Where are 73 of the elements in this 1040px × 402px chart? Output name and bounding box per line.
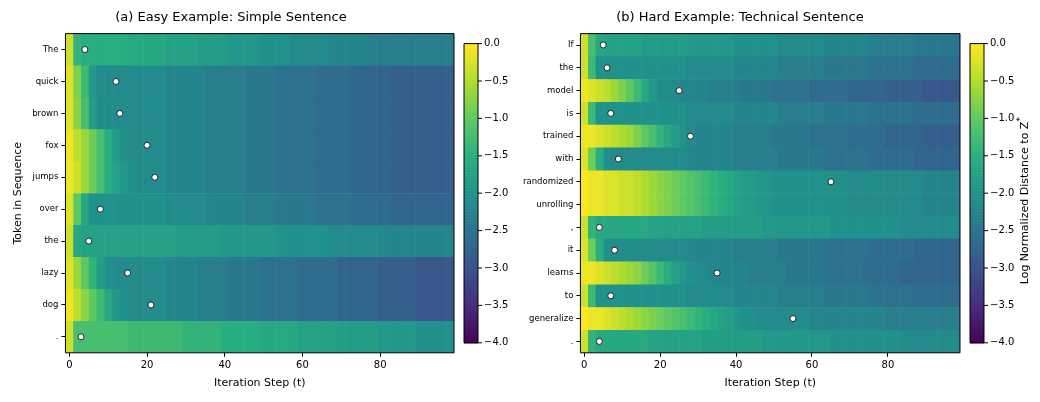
point [151,173,159,181]
y-tick-label: unrolling [536,198,574,209]
y-tick-label: brown [32,107,59,118]
x-tick-label: 20 [653,359,667,371]
y-tick-label: it [567,244,575,255]
y-tick-label: the [559,62,574,72]
color-bar-label: −2.5 [484,224,509,236]
y-tick-label: is [566,107,574,118]
y-tick-label: The [41,43,59,54]
color-bar-label: −3.0 [484,261,509,273]
y-tick-label: If [567,39,575,50]
point [607,110,615,117]
point [147,301,155,309]
y-tick-label: randomized [522,176,574,186]
y-tick-label: model [546,84,574,95]
y-tick-label: jumps [31,171,60,182]
x-tick-label: 40 [729,359,743,371]
point [124,269,132,277]
x-tick-label: 80 [881,359,895,371]
y-tick-label: lazy [41,267,59,278]
color-bar-label: −2.5 [990,224,1015,236]
x-tick-label: 20 [140,359,154,371]
point [675,87,683,94]
y-tick-label: trained [542,130,574,141]
x-tick-label: 60 [296,359,309,371]
point [112,78,120,85]
y-tick-label: to [564,290,574,300]
color-bar-label: −3.5 [484,298,509,310]
point [611,246,618,254]
x-tick-label: 0 [66,359,73,371]
y-tick-label: generalize [529,312,574,323]
y-axis-title: Token in Sequence [11,141,25,246]
color-bar-label: −1.0 [990,111,1015,123]
chart-title: (a) Easy Example: Simple Sentence [115,9,347,25]
color-bar-label: 0.0 [990,37,1006,49]
color-bar-label: −0.5 [990,74,1015,86]
x-axis-title: Iteration Step (t) [213,376,306,390]
point [789,315,797,322]
x-axis-title: Iteration Step (t) [724,376,816,390]
point [827,178,835,186]
point [81,46,89,53]
point [603,64,611,72]
y-tick-label: . [55,331,59,342]
color-bar-label: −3.0 [990,261,1015,273]
chart-title: (b) Hard Example: Technical Sentence [616,9,864,25]
y-tick-label: with [555,153,574,164]
color-bar-label: −1.0 [484,111,509,123]
color-bar-label: −4.0 [484,336,509,348]
point [85,237,93,245]
y-tick-label: fox [45,139,59,150]
color-bar-label: −1.5 [990,149,1015,161]
color-bar-label: −2.0 [484,186,509,198]
x-tick-label: 40 [218,359,232,371]
color-bar-label: −2.0 [990,186,1015,198]
point [116,110,124,117]
color-bar-label: 0.0 [484,37,500,49]
color-bar-label: −0.5 [484,74,509,86]
y-tick-label: over [39,203,59,214]
y-tick-label: learns [547,267,574,278]
x-tick-label: 60 [805,359,819,371]
x-tick-label: 0 [581,359,588,371]
color-bar-label: −1.5 [484,149,509,161]
color-bar-label: −3.5 [990,298,1015,310]
point [687,132,694,140]
y-tick-label: , [570,221,574,232]
point [143,141,151,149]
color-bar-label: −4.0 [990,336,1015,348]
point [713,269,721,277]
y-tick-label: the [44,235,59,246]
y-tick-label: . [570,335,574,346]
y-tick-label: dog [42,299,59,310]
x-tick-label: 80 [373,359,387,371]
y-tick-label: quick [35,75,59,86]
